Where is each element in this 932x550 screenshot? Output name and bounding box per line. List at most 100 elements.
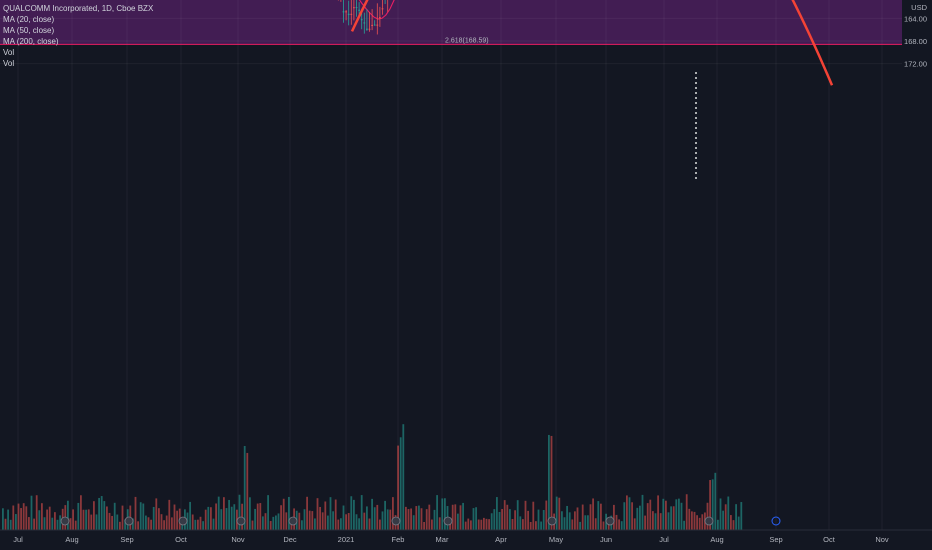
volume-bar xyxy=(633,518,636,530)
volume-bar xyxy=(124,519,126,530)
volume-bar xyxy=(54,512,56,530)
volume-bar xyxy=(249,497,251,530)
volume-bar xyxy=(199,516,202,530)
volume-bar xyxy=(683,520,685,530)
volume-bar xyxy=(327,515,329,530)
legend-vol-1: Vol xyxy=(3,48,15,57)
volume-bar xyxy=(636,507,639,530)
volume-bar xyxy=(298,512,301,530)
volume-bar xyxy=(152,506,155,530)
volume-bar xyxy=(30,495,33,530)
volume-bar xyxy=(423,521,425,530)
volume-bar xyxy=(280,505,282,530)
volume-bar xyxy=(600,503,602,530)
volume-bar xyxy=(626,495,628,530)
volume-bar xyxy=(366,506,368,530)
legend-ma20: MA (20, close) xyxy=(3,15,55,24)
volume-bar xyxy=(163,520,165,530)
volume-bar xyxy=(464,521,467,530)
volume-bar xyxy=(319,506,321,530)
volume-bar xyxy=(641,494,644,530)
volume-bar xyxy=(256,503,259,530)
candle-body xyxy=(376,24,379,26)
volume-bar xyxy=(215,503,217,530)
month-label: Sep xyxy=(769,535,782,544)
volume-bar xyxy=(732,520,735,530)
volume-bar xyxy=(519,516,522,530)
volume-bar xyxy=(171,517,173,530)
volume-bar xyxy=(262,516,264,530)
candle-body xyxy=(345,11,347,13)
volume-bar xyxy=(87,509,90,530)
volume-bar xyxy=(652,511,654,530)
volume-bar xyxy=(527,510,529,530)
volume-bar xyxy=(451,504,454,530)
volume-bar xyxy=(483,517,485,530)
month-label: Aug xyxy=(710,535,723,544)
volume-bar xyxy=(706,502,709,530)
volume-bar xyxy=(204,509,207,530)
volume-bar xyxy=(602,521,605,530)
volume-bar xyxy=(418,505,420,530)
volume-bar xyxy=(360,495,363,530)
volume-bar xyxy=(332,511,334,530)
volume-bar xyxy=(522,519,524,530)
volume-bar xyxy=(717,519,719,530)
volume-bar xyxy=(399,437,402,530)
volume-bar xyxy=(402,424,405,530)
volume-bar xyxy=(696,515,698,530)
earnings-marker xyxy=(391,516,401,526)
volume-bar xyxy=(145,515,147,530)
volume-bar xyxy=(67,500,69,530)
volume-bar xyxy=(540,521,542,530)
volume-bar xyxy=(373,507,376,530)
volume-bar xyxy=(444,498,446,530)
volume-bar xyxy=(545,500,548,530)
volume-bar xyxy=(9,519,12,530)
volume-bar xyxy=(77,502,80,530)
volume-bar xyxy=(285,512,288,530)
volume-bar xyxy=(347,513,350,530)
volume-bar xyxy=(189,501,191,530)
month-label: Oct xyxy=(823,535,836,544)
candle-body xyxy=(368,28,371,30)
volume-bar xyxy=(350,496,353,530)
volume-bar xyxy=(740,502,743,530)
volume-bar xyxy=(436,495,438,530)
candle-body xyxy=(342,11,345,13)
volume-bar xyxy=(35,495,38,530)
volume-bar xyxy=(251,520,254,530)
volume-bar xyxy=(207,506,210,530)
volume-bar xyxy=(282,498,285,530)
volume-bar xyxy=(303,509,306,530)
volume-bar xyxy=(228,499,230,530)
volume-bar xyxy=(412,515,415,530)
volume-bar xyxy=(639,505,641,530)
volume-bar xyxy=(584,515,587,530)
volume-bar xyxy=(737,516,740,530)
volume-bar xyxy=(181,521,184,530)
volume-bar xyxy=(576,507,579,530)
volume-bar xyxy=(329,497,332,530)
earnings-marker xyxy=(60,516,70,526)
month-label: Nov xyxy=(231,535,245,544)
legend-title: QUALCOMM Incorporated, 1D, Cboe BZX xyxy=(3,4,154,13)
month-label: Mar xyxy=(436,535,449,544)
volume-bar xyxy=(17,503,20,530)
earnings-marker xyxy=(124,516,134,526)
volume-bar xyxy=(106,506,108,530)
month-label: 2021 xyxy=(338,535,355,544)
volume-bar xyxy=(592,498,594,530)
volume-bar xyxy=(415,506,418,530)
volume-bar xyxy=(678,498,680,530)
volume-bar xyxy=(176,510,178,530)
earnings-marker xyxy=(547,516,557,526)
earnings-marker xyxy=(605,516,615,526)
volume-bar xyxy=(212,518,215,530)
volume-bar xyxy=(709,480,711,530)
candle-body xyxy=(350,13,353,15)
volume-bar xyxy=(308,510,311,530)
volume-bar xyxy=(688,508,691,530)
